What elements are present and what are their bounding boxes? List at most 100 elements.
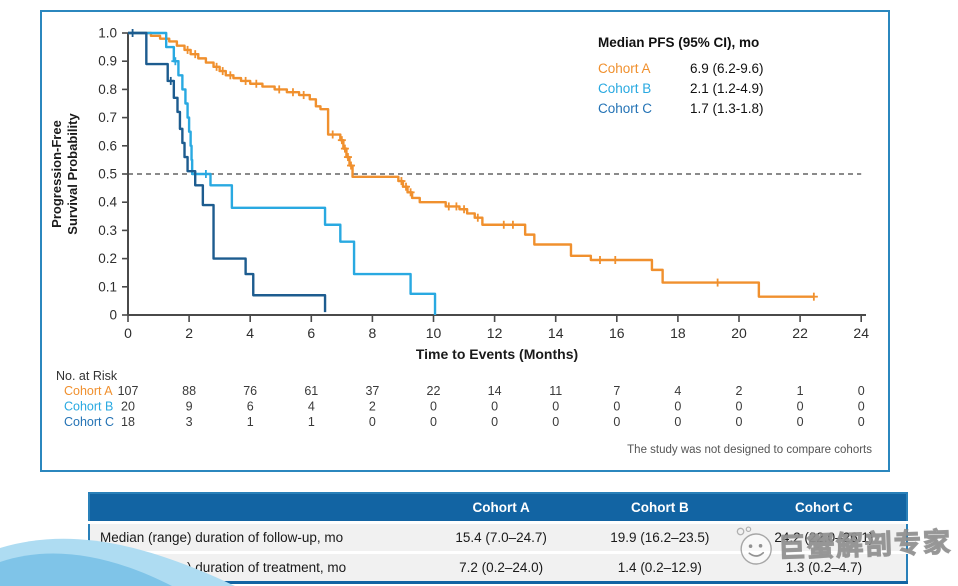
corner-swoosh-decoration (0, 538, 235, 586)
table-row: Median (range) duration of follow-up, mo… (89, 521, 907, 553)
legend: Median PFS (95% CI), mo Cohort A 6.9 (6.2-… (598, 35, 764, 116)
series-cohort-a (128, 31, 818, 301)
legend-value: 6.9 (6.2-9.6) (690, 61, 764, 76)
at-risk-count: 2 (736, 384, 743, 398)
followup-cohort-a: 15.4 (7.0–24.7) (424, 521, 578, 553)
y-tick-label: 0.9 (98, 54, 117, 69)
x-tick-label: 22 (792, 325, 808, 341)
series-cohort-c (128, 29, 327, 313)
at-risk-count: 4 (674, 384, 681, 398)
at-risk-count: 6 (247, 400, 254, 414)
x-tick-label: 16 (609, 325, 625, 341)
x-axis-title: Time to Events (Months) (416, 346, 578, 362)
at-risk-count: 22 (427, 384, 441, 398)
at-risk-count: 0 (858, 384, 865, 398)
summary-header-blank (89, 493, 425, 523)
x-tick-label: 12 (487, 325, 503, 341)
legend-label: Cohort A (598, 61, 651, 76)
at-risk-count: 11 (549, 384, 562, 398)
at-risk-count: 3 (186, 415, 193, 429)
at-risk-count: 2 (369, 400, 376, 414)
treatment-cohort-b: 1.4 (0.2–12.9) (577, 551, 742, 583)
y-tick-label: 0.1 (98, 279, 117, 294)
at-risk-count: 0 (491, 415, 498, 429)
at-risk-count: 0 (369, 415, 376, 429)
at-risk-count: 37 (365, 384, 379, 398)
at-risk-row-label: Cohort A (64, 384, 113, 398)
followup-cohort-b: 19.9 (16.2–23.5) (577, 521, 742, 553)
km-curve (128, 31, 437, 315)
at-risk-count: 1 (797, 384, 804, 398)
y-tick-label: 0 (109, 308, 117, 323)
y-tick-label: 0.7 (98, 110, 117, 125)
at-risk-count: 61 (304, 384, 318, 398)
footnote: The study was not designed to compare co… (627, 444, 872, 456)
at-risk-count: 7 (613, 384, 620, 398)
summary-header-row: Cohort A Cohort B Cohort C (89, 493, 907, 523)
legend-label: Cohort B (598, 81, 651, 96)
y-tick-label: 0.3 (98, 223, 117, 238)
at-risk-count: 14 (488, 384, 502, 398)
at-risk-count: 0 (430, 400, 437, 414)
at-risk-count: 0 (613, 415, 620, 429)
summary-header-cohort-b: Cohort B (577, 493, 742, 523)
at-risk-count: 0 (858, 400, 865, 414)
y-axis-title: Progression-Free Survival Probability (49, 113, 80, 235)
at-risk-count: 20 (121, 400, 135, 414)
followup-cohort-c: 24.2 (22.0–26.1) (741, 521, 907, 553)
legend-label: Cohort C (598, 101, 652, 116)
y-tick-label: 0.4 (98, 195, 117, 210)
at-risk-count: 0 (552, 415, 559, 429)
x-tick-label: 4 (246, 325, 254, 341)
y-tick-label: 0.5 (98, 167, 117, 182)
at-risk-count: 0 (797, 400, 804, 414)
at-risk-row-label: Cohort C (64, 415, 114, 429)
y-tick-label: 0.8 (98, 82, 117, 97)
at-risk-count: 0 (491, 400, 498, 414)
at-risk-count: 0 (858, 415, 865, 429)
x-tick-label: 2 (185, 325, 193, 341)
x-tick-label: 18 (670, 325, 686, 341)
x-tick-label: 0 (124, 325, 132, 341)
at-risk-title: No. at Risk (56, 369, 118, 383)
x-tick-label: 20 (731, 325, 747, 341)
at-risk-count: 9 (186, 400, 193, 414)
x-tick-label: 8 (369, 325, 377, 341)
at-risk-count: 1 (308, 415, 315, 429)
row-label-followup: Median (range) duration of follow-up, mo (89, 521, 425, 553)
summary-header-cohort-c: Cohort C (741, 493, 907, 523)
at-risk-count: 4 (308, 400, 315, 414)
summary-header-cohort-a: Cohort A (424, 493, 578, 523)
y-tick-label: 0.2 (98, 251, 117, 266)
at-risk-count: 88 (182, 384, 196, 398)
at-risk-count: 0 (736, 415, 743, 429)
at-risk-count: 0 (674, 415, 681, 429)
x-tick-label: 10 (426, 325, 442, 341)
at-risk-count: 0 (736, 400, 743, 414)
at-risk-count: 0 (613, 400, 620, 414)
km-chart: 1.00.90.80.70.60.50.40.30.20.100 2 4 6 8 10 12… (49, 26, 872, 457)
at-risk-row-label: Cohort B (64, 400, 113, 414)
x-tick-label: 6 (307, 325, 315, 341)
at-risk-count: 0 (552, 400, 559, 414)
treatment-cohort-c: 1.3 (0.2–4.7) (741, 551, 907, 583)
at-risk-count: 0 (797, 415, 804, 429)
at-risk-count: 0 (430, 415, 437, 429)
y-axis-title-line2: Survival Probability (65, 113, 80, 235)
legend-title: Median PFS (95% CI), mo (598, 35, 759, 50)
series-cohort-b (128, 31, 437, 315)
legend-value: 1.7 (1.3-1.8) (690, 101, 764, 116)
at-risk-count: 76 (243, 384, 257, 398)
treatment-cohort-a: 7.2 (0.2–24.0) (424, 551, 578, 583)
y-tick-label: 0.6 (98, 138, 117, 153)
legend-value: 2.1 (1.2-4.9) (690, 81, 764, 96)
at-risk-count: 0 (674, 400, 681, 414)
x-tick-label: 24 (853, 325, 869, 341)
at-risk-count: 107 (118, 384, 139, 398)
at-risk-count: 1 (247, 415, 254, 429)
at-risk-count: 18 (121, 415, 135, 429)
y-tick-label: 1.0 (98, 26, 117, 41)
y-axis-title-line1: Progression-Free (49, 120, 64, 228)
